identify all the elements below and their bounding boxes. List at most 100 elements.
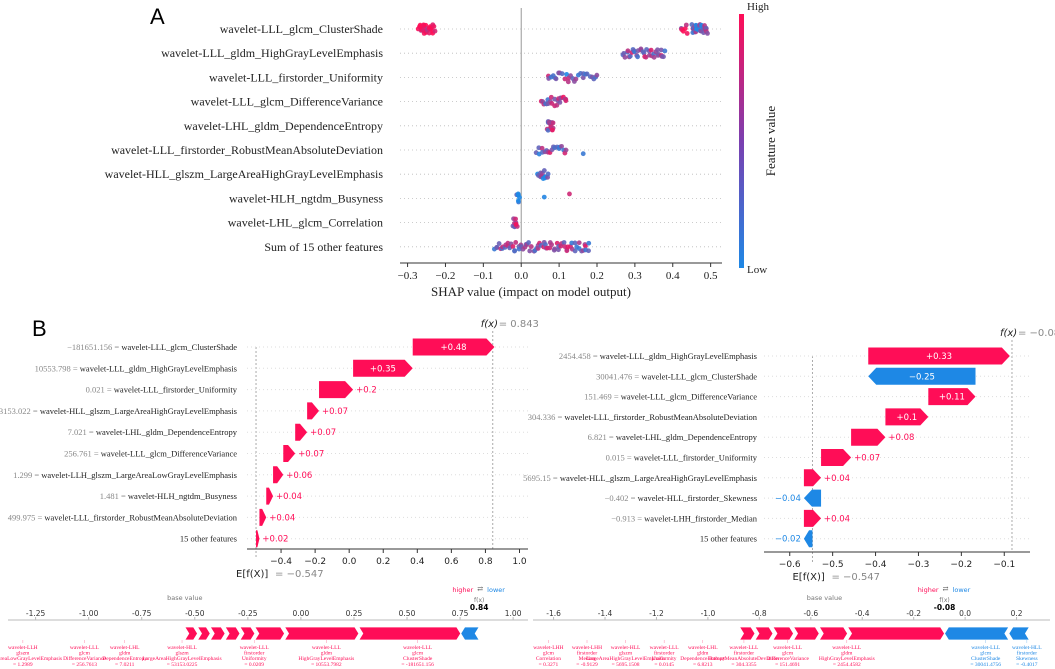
force-feature-name: LargeAreaLowGrayLevelEmphasis [0,656,62,662]
ex-value: = −0.547 [275,569,324,580]
beeswarm-dot [572,248,578,254]
x-tick-label: 0.3 [628,270,642,282]
feature-name: wavelet-LLL_firstorder_Uniformity [634,453,758,463]
beeswarm-dot [561,240,567,245]
waterfall-bar [803,489,822,507]
x-tick-label: 0.0 [514,270,528,282]
colorbar-label: Feature value [763,106,778,177]
force-feature-name: glcm [412,651,424,657]
bar-value-label: +0.08 [888,433,914,443]
beeswarm-dot [572,240,578,246]
beeswarm-dot [550,127,555,133]
fx-label: f(x) [939,597,949,604]
feature-value: 53153.022 = [0,406,40,416]
x-tick-label: −0.4 [270,557,292,567]
beeswarm-dot [563,98,569,104]
force-right-panel: -1.6 -1.4 -1.2 -1.0 -0.8 -0.6 -0.4 -0.2 0.0 0.2 ba… [533,585,1050,668]
force-feature-name: glszm [16,651,30,657]
x-tick-label: 0.50 [399,609,416,618]
feature-label: 6.821 = wavelet-LHL_gldm_DependenceEntro… [588,432,758,442]
force-feature-name: gldm [841,651,853,657]
beeswarm-dot [563,147,569,153]
ex-value: = −0.547 [831,572,880,583]
base-value-label: base value [167,594,202,602]
x-tick-label: -1.00 [79,609,99,618]
force-feature-name: Skewness [1016,656,1038,662]
feature-label: 256.761 = wavelet-LLL_glcm_DifferenceVar… [64,449,237,459]
bar-value-label: +0.04 [824,514,850,524]
higher-label: higher [918,586,939,594]
feature-label: wavelet-LLL_firstorder_Uniformity [209,70,383,84]
feature-value: 0.015 = [606,453,634,463]
colorbar-high: High [747,1,770,13]
force-feature-value: = 0.3271 [539,662,559,668]
feature-value: 1.299 = [13,470,41,480]
feature-value: 6.821 = [588,432,616,442]
x-tick-label: -0.2 [906,609,921,618]
beeswarm-dot [586,240,592,246]
fx-value: = 0.843 [499,319,539,330]
force-segment-positive [283,626,360,641]
feature-value: 304.336 = [528,412,565,422]
x-tick-label: -1.25 [26,609,46,618]
bar-value-label: +0.07 [322,407,348,417]
feature-label: 2454.458 = wavelet-LLL_gldm_HighGrayLeve… [559,351,757,361]
beeswarm-dot [651,54,657,60]
beeswarm-dot [564,72,570,77]
beeswarm-dot [594,72,600,78]
force-feature-name: DifferenceVariance [63,655,106,662]
beeswarm-dot [683,22,689,28]
colorbar-low: Low [747,264,767,276]
beeswarm-dot [528,244,534,249]
bar-value-label: +0.11 [939,393,965,403]
force-feature-name: gldm [321,651,333,657]
x-tick-label: −0.1 [473,270,493,282]
x-tick-label: −0.1 [993,560,1015,570]
force-segment-positive [196,626,211,641]
x-tick-label: 0.00 [293,609,310,618]
beeswarm-dot [559,71,565,77]
beeswarm-dot [627,53,633,59]
beeswarm-dot [513,216,518,222]
force-feature-name: wavelet-LHH [572,645,602,651]
x-tick-label: 0.1 [552,270,566,282]
beeswarm-dot [517,195,522,200]
x-tick-label: 0.0 [342,557,357,567]
bar-value-label: +0.07 [854,454,880,464]
x-tick-label: −0.2 [435,270,455,282]
force-feature-value: = 0.0209 [244,662,264,668]
force-segment-negative [1008,626,1031,641]
beeswarm-dot [510,244,516,249]
x-tick-label: 0.2 [590,270,604,282]
feature-label: 53153.022 = wavelet-HLL_glszm_LargeAreaH… [0,406,237,416]
feature-name: wavelet-LLL_firstorder_Uniformity [114,385,238,395]
x-tick-label: 1.0 [512,557,527,567]
force-feature-name: HighGrayLevelEmphasis [819,656,875,662]
x-tick-label: -1.0 [701,609,716,618]
force-feature-value: = -0.9129 [576,662,598,668]
feature-value: 151.469 = [584,392,621,402]
feature-value: −0.402 = [605,493,638,503]
feature-name: wavelet-LHH_firstorder_Median [644,513,758,523]
ex-label: E[f(X)] [236,569,268,580]
beeswarm-dot [562,76,568,82]
bar-value-label: −0.02 [775,535,801,545]
x-tick-label: −0.3 [398,270,418,282]
x-tick-label: -1.2 [649,609,664,618]
fx-label: f(x) [474,597,484,604]
fx-value: -0.08 [934,603,956,612]
beeswarm-dot [527,248,533,254]
x-tick-label: -1.6 [546,609,561,618]
force-feature-name: Uniformity [652,655,677,662]
waterfall-bar [266,487,274,505]
feature-name: wavelet-LLL_glcm_DifferenceVariance [621,392,757,402]
feature-label: 0.015 = wavelet-LLL_firstorder_Uniformit… [606,453,758,463]
feature-label: wavelet-LLL_gldm_HighGrayLevelEmphasis [161,46,383,60]
force-feature-value: = 0.0145 [654,662,674,668]
bar-value-label: +0.02 [262,535,288,545]
feature-label: −0.913 = wavelet-LHH_firstorder_Median [611,513,758,523]
feature-label: 15 other features [700,534,757,544]
feature-label: −181651.156 = wavelet-LLL_glcm_ClusterSh… [67,342,237,352]
x-tick-label: 0.75 [452,609,469,618]
beeswarm-dot [621,51,627,56]
